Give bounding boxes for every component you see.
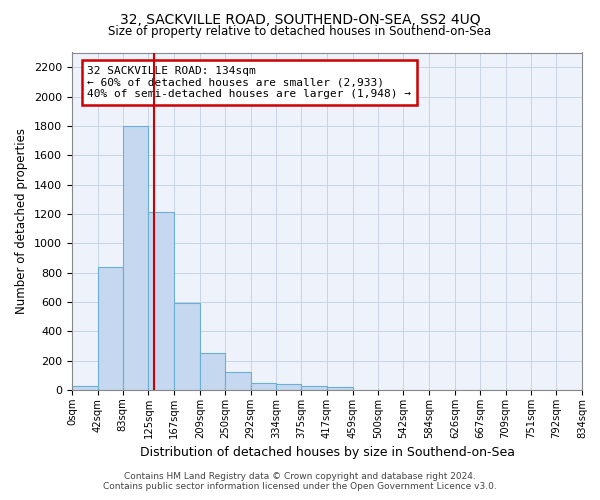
Bar	[225, 372, 251, 390]
Text: Contains HM Land Registry data © Crown copyright and database right 2024.
Contai: Contains HM Land Registry data © Crown c…	[103, 472, 497, 491]
Y-axis label: Number of detached properties: Number of detached properties	[16, 128, 28, 314]
Bar	[174, 304, 200, 390]
Bar	[123, 126, 148, 390]
Text: 32, SACKVILLE ROAD, SOUTHEND-ON-SEA, SS2 4UQ: 32, SACKVILLE ROAD, SOUTHEND-ON-SEA, SS2…	[119, 12, 481, 26]
Bar	[251, 384, 276, 390]
Text: 32 SACKVILLE ROAD: 134sqm
← 60% of detached houses are smaller (2,933)
40% of se: 32 SACKVILLE ROAD: 134sqm ← 60% of detac…	[88, 66, 412, 99]
Text: Size of property relative to detached houses in Southend-on-Sea: Size of property relative to detached ho…	[109, 25, 491, 38]
Bar	[327, 387, 353, 390]
Bar	[148, 212, 174, 390]
X-axis label: Distribution of detached houses by size in Southend-on-Sea: Distribution of detached houses by size …	[139, 446, 515, 460]
Bar	[301, 386, 327, 390]
Bar	[200, 352, 225, 390]
Bar	[98, 266, 123, 390]
Bar	[276, 384, 301, 390]
Bar	[72, 386, 98, 390]
